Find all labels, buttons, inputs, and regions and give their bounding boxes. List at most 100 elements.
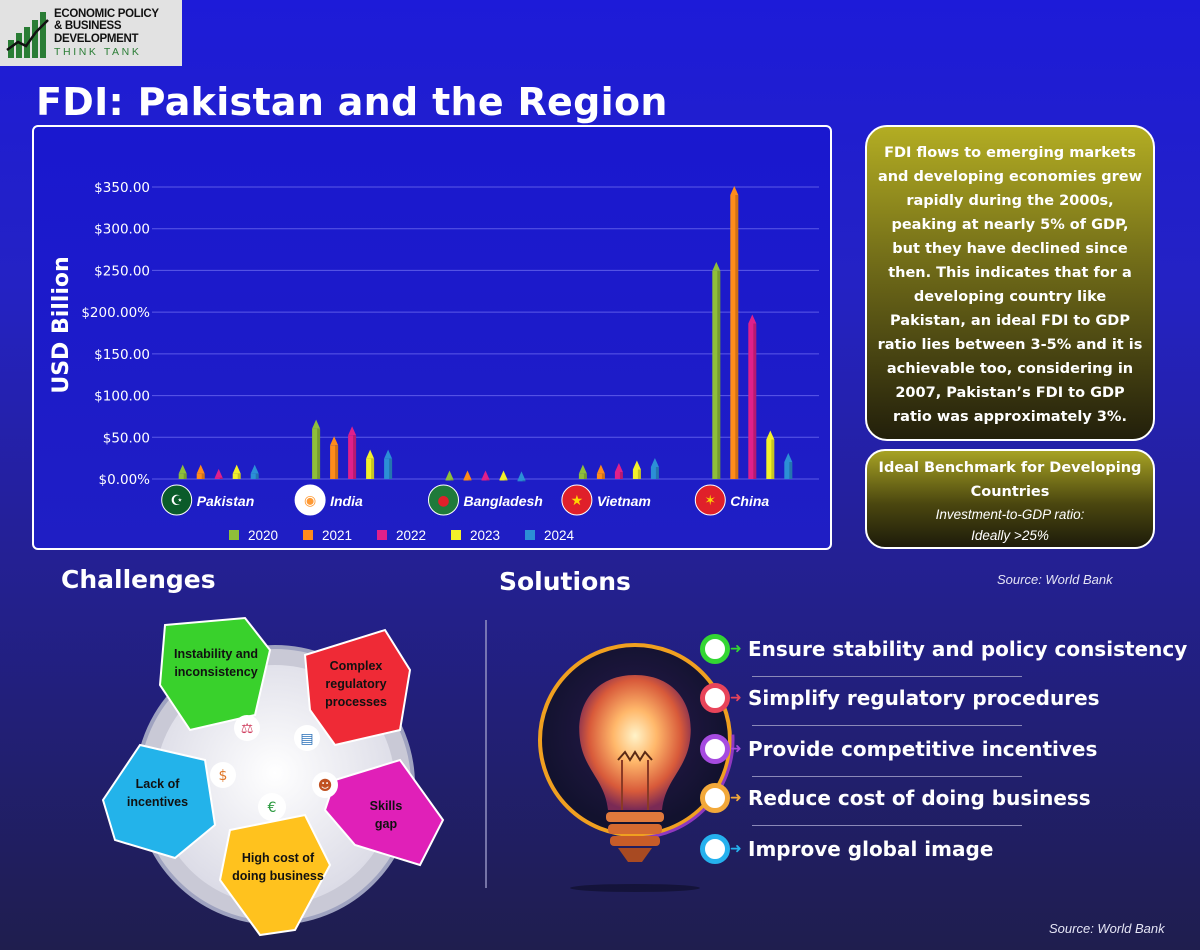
solution-separator: [752, 725, 1022, 726]
bar-bangladesh-2020: [445, 479, 454, 481]
bar-shade: [583, 473, 587, 479]
bar-vietnam-2022: [614, 471, 623, 479]
benchmark-line1: Investment-to-GDP ratio:: [935, 507, 1085, 522]
bar-shade: [771, 439, 775, 479]
legend-label-2022: 2022: [396, 528, 426, 543]
bar-pakistan-2021: [196, 473, 205, 479]
category-label-vietnam: Vietnam: [597, 493, 651, 509]
svg-text:☻: ☻: [318, 778, 333, 794]
china-flag-icon: [694, 484, 726, 516]
y-tick-label: $350.00: [94, 180, 150, 196]
bar-vietnam-2021: [596, 473, 605, 479]
bar-india-2024: [384, 458, 393, 479]
bar-cap: [196, 464, 205, 474]
bar-bangladesh-2022: [481, 479, 490, 481]
solution-label: Reduce cost of doing business: [748, 786, 1091, 810]
benchmark-box: Ideal Benchmark for Developing Countries…: [865, 449, 1155, 549]
bar-shade: [219, 477, 223, 479]
bar-shade: [353, 435, 357, 479]
fdi-info-box: FDI flows to emerging markets and develo…: [865, 125, 1155, 441]
challenge-petal-instability: [158, 616, 272, 732]
challenge-regulatory: Complex regulatory processes: [325, 659, 387, 709]
legend-swatch-2023: [451, 530, 461, 540]
challenge-petal-incentives: [101, 743, 217, 860]
bar-cap: [578, 464, 587, 474]
challenges-diagram: ⚖ ▤ ☻ € $: [101, 616, 445, 937]
bar-cap: [384, 449, 393, 459]
bar-shade: [183, 473, 187, 479]
challenge-petal-regulatory: [303, 628, 412, 747]
legend-swatch-2022: [377, 530, 387, 540]
logo-line2: & BUSINESS DEVELOPMENT: [54, 20, 139, 45]
bar-shade: [637, 469, 641, 479]
solution-bullet-icon: [700, 783, 730, 813]
bar-cap: [481, 470, 490, 480]
bar-vietnam-2023: [632, 469, 641, 479]
solution-bullet-icon: [700, 634, 730, 664]
bar-shade: [789, 461, 793, 479]
bar-cap: [178, 464, 187, 474]
challenge-instability: Instability and inconsistency: [173, 647, 259, 679]
bar-cap: [766, 430, 775, 440]
svg-text:€: €: [268, 800, 277, 816]
solution-label: Simplify regulatory procedures: [748, 686, 1100, 710]
category-label-india: India: [330, 493, 363, 509]
coins-icon: [258, 793, 286, 821]
bar-cap: [596, 464, 605, 474]
scales-icon: [234, 715, 260, 741]
solutions-heading: Solutions: [499, 567, 631, 596]
bar-cap: [312, 419, 321, 429]
y-tick-label: $250.00: [94, 263, 150, 279]
y-tick-label: $100.00: [94, 389, 150, 405]
bar-shade: [317, 428, 321, 479]
bar-india-2022: [348, 435, 357, 479]
bar-shade: [389, 458, 393, 479]
solution-bullet-icon: [700, 734, 730, 764]
bar-pakistan-2024: [250, 473, 259, 479]
bar-cap: [232, 464, 241, 474]
fdi-chart: $0.00% $50.00 $100.00 $150.00 $200.00% $250.0…: [32, 125, 832, 550]
bar-bangladesh-2023: [499, 479, 508, 481]
bar-cap: [348, 426, 357, 436]
bar-cap: [730, 186, 739, 196]
bar-bangladesh-2021: [463, 479, 472, 481]
bar-cap: [517, 471, 526, 481]
think-tank-logo: ECONOMIC POLICY & BUSINESS DEVELOPMENT T…: [0, 0, 182, 66]
bar-bangladesh-2024: [517, 480, 526, 482]
logo-line1: ECONOMIC POLICY: [54, 8, 159, 21]
y-tick-label: $150.00: [94, 347, 150, 363]
bar-shade: [619, 471, 623, 479]
challenge-petal-cost: [218, 813, 332, 937]
challenge-incentives: Lack of incentives: [126, 777, 189, 809]
flag-symbol: ☪: [170, 493, 183, 509]
solution-separator: [752, 825, 1022, 826]
solution-item: ➜ Improve global image: [700, 832, 993, 866]
legend-swatch-2024: [525, 530, 535, 540]
solution-item: ➜ Reduce cost of doing business: [700, 781, 1091, 815]
solution-bullet-icon: [700, 834, 730, 864]
bar-shade: [717, 270, 721, 479]
benchmark-title: Ideal Benchmark for Developing Countries: [878, 460, 1142, 500]
bar-shade: [486, 479, 490, 481]
legend-label-2024: 2024: [544, 528, 575, 543]
bar-shade: [735, 195, 739, 479]
source-bottom: Source: World Bank: [1049, 921, 1165, 936]
bar-chart-logo-icon: [6, 12, 49, 58]
bar-pakistan-2022: [214, 477, 223, 479]
y-tick-label: $200.00%: [81, 305, 150, 321]
flag-symbol: ●: [437, 493, 449, 509]
flag-symbol: ★: [571, 493, 584, 509]
y-tick-label: $0.00%: [99, 472, 151, 488]
arrow-icon: ➜: [730, 841, 742, 857]
challenge-cost: High cost of doing business: [232, 851, 324, 883]
category-label-bangladesh: Bangladesh: [464, 493, 543, 509]
bar-vietnam-2024: [650, 466, 659, 479]
solution-separator: [752, 776, 1022, 777]
bar-shade: [522, 480, 526, 482]
solution-item: ➜ Ensure stability and policy consistency: [700, 632, 1187, 666]
bar-india-2023: [366, 458, 375, 479]
bar-cap: [614, 462, 623, 472]
bar-shade: [504, 479, 508, 481]
bar-shade: [601, 473, 605, 479]
solution-label: Improve global image: [748, 837, 994, 861]
